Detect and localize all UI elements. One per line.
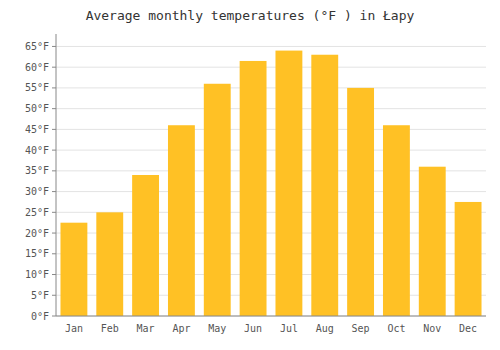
bar <box>204 84 231 316</box>
grid-line <box>56 67 486 68</box>
x-tick-label: Sep <box>352 323 370 334</box>
bar <box>168 125 195 316</box>
y-tick <box>52 129 56 130</box>
bar <box>60 223 87 316</box>
y-tick-label: 20°F <box>25 228 49 239</box>
y-tick-label: 35°F <box>25 165 49 176</box>
y-tick <box>52 274 56 275</box>
y-tick <box>52 87 56 88</box>
bar <box>347 88 374 316</box>
x-tick-label: Dec <box>459 323 477 334</box>
x-tick-label: Nov <box>423 323 441 334</box>
y-tick <box>52 233 56 234</box>
x-tick-label: May <box>208 323 226 334</box>
y-tick <box>52 253 56 254</box>
y-tick-label: 5°F <box>31 290 49 301</box>
y-tick-label: 30°F <box>25 186 49 197</box>
bar <box>311 55 338 316</box>
y-tick-label: 45°F <box>25 124 49 135</box>
y-tick <box>52 212 56 213</box>
bar <box>240 61 267 316</box>
bar <box>275 51 302 316</box>
y-tick <box>52 150 56 151</box>
grid <box>56 46 486 316</box>
x-tick-label: Oct <box>387 323 405 334</box>
title: Average monthly temperatures (°F ) in Ła… <box>86 8 415 23</box>
y-tick-label: 40°F <box>25 145 49 156</box>
y-tick-label: 65°F <box>25 41 49 52</box>
bar <box>96 212 123 316</box>
chart: Average monthly temperatures (°F ) in Ła… <box>0 0 500 350</box>
x-tick-label: Jan <box>65 323 83 334</box>
x-axis: Jan Feb Mar Apr May Jun Jul Aug Sep Oct Nov Dec <box>56 316 486 334</box>
y-tick <box>52 170 56 171</box>
y-tick-label: 0°F <box>31 311 49 322</box>
grid-line <box>56 108 486 109</box>
grid-line <box>56 150 486 151</box>
y-tick-label: 60°F <box>25 62 49 73</box>
x-tick-label: Feb <box>101 323 119 334</box>
x-tick-label: Jun <box>244 323 262 334</box>
grid-line <box>56 316 486 317</box>
y-tick <box>52 46 56 47</box>
y-axis: 0°F 5°F 10°F 15°F 20°F 25°F 30°F 35°F 40°F 45°F 50… <box>25 34 56 322</box>
y-tick-label: 15°F <box>25 248 49 259</box>
y-tick <box>52 295 56 296</box>
x-tick-label: Apr <box>172 323 190 334</box>
y-tick-label: 55°F <box>25 82 49 93</box>
grid-line <box>56 129 486 130</box>
bars <box>60 51 481 316</box>
bar <box>455 202 482 316</box>
y-tick <box>52 191 56 192</box>
background <box>0 0 500 350</box>
y-axis-line <box>56 34 57 316</box>
x-axis-line <box>56 316 486 317</box>
bar <box>419 167 446 316</box>
chart-container: Average monthly temperatures (°F ) in Ła… <box>0 0 500 350</box>
x-tick-label: Mar <box>137 323 155 334</box>
y-tick <box>52 108 56 109</box>
y-tick-label: 10°F <box>25 269 49 280</box>
grid-line <box>56 87 486 88</box>
bar <box>383 125 410 316</box>
bar <box>132 175 159 316</box>
y-tick-label: 25°F <box>25 207 49 218</box>
y-tick <box>52 67 56 68</box>
y-tick <box>52 316 56 317</box>
x-tick-label: Aug <box>316 323 334 334</box>
x-tick-label: Jul <box>280 323 298 334</box>
grid-line <box>56 46 486 47</box>
y-tick-label: 50°F <box>25 103 49 114</box>
